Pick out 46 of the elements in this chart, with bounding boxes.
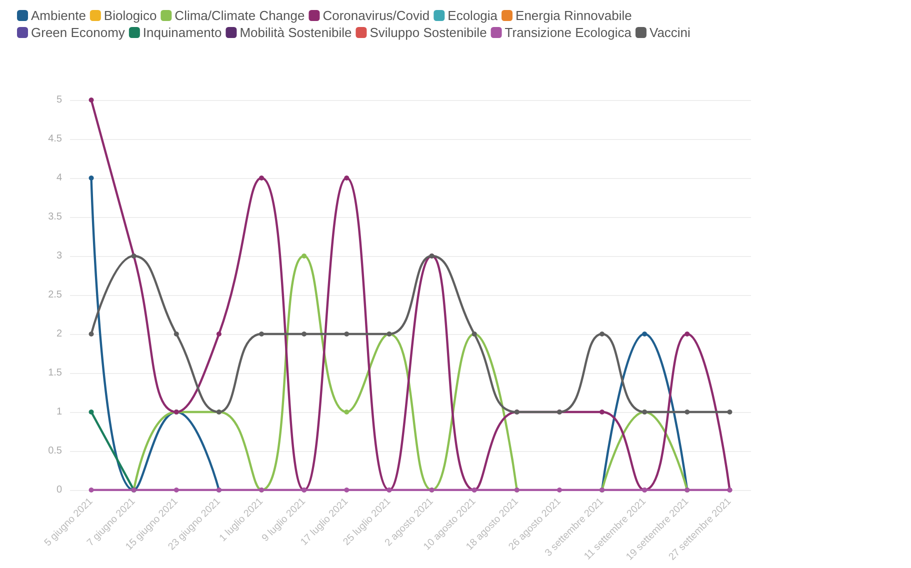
legend-label: Ambiente [31, 8, 86, 23]
legend-label: Coronavirus/Covid [322, 8, 430, 23]
legend-label: Vaccini [649, 25, 691, 40]
y-tick-label: 5 [56, 94, 62, 106]
point [88, 332, 94, 336]
point [600, 332, 605, 336]
point [684, 410, 690, 414]
point [556, 488, 562, 492]
point [344, 410, 350, 414]
point [642, 332, 648, 336]
point [344, 332, 350, 336]
point [88, 488, 94, 492]
point [684, 332, 690, 336]
legend-label: Clima/Climate Change [174, 8, 305, 23]
legend-label: Transizione Ecologica [504, 25, 632, 40]
point [88, 176, 94, 180]
legend-label: Biologico [104, 8, 157, 23]
legend-label: Energia Rinnovabile [516, 8, 632, 23]
y-tick-label: 4 [56, 172, 62, 184]
y-tick-label: 0 [56, 484, 62, 496]
legend-label: Ecologia [448, 8, 498, 23]
legend-label: Green Economy [31, 25, 126, 40]
point [302, 254, 307, 258]
point [174, 332, 179, 336]
point [88, 410, 94, 414]
y-tick-label: 1 [56, 406, 62, 418]
point [259, 332, 264, 336]
y-tick-label: 3 [56, 250, 62, 262]
point [174, 488, 179, 492]
legend-label: Inquinamento [142, 25, 222, 40]
point [344, 176, 350, 180]
legend-label: Sviluppo Sostenibile [370, 25, 487, 40]
point [216, 332, 222, 336]
y-tick-label: 2.5 [48, 290, 62, 300]
legend-label: Mobilità Sostenibile [240, 25, 352, 40]
y-tick-label: 4.5 [48, 134, 62, 144]
y-tick-label: 3.5 [48, 212, 62, 222]
point [259, 176, 264, 180]
point [600, 410, 605, 414]
point [727, 410, 732, 414]
y-tick-label: 2 [56, 328, 62, 340]
point [88, 98, 94, 102]
y-tick-label: 0.5 [48, 446, 62, 456]
y-tick-label: 1.5 [48, 368, 62, 378]
point [302, 332, 307, 336]
point [344, 488, 350, 492]
